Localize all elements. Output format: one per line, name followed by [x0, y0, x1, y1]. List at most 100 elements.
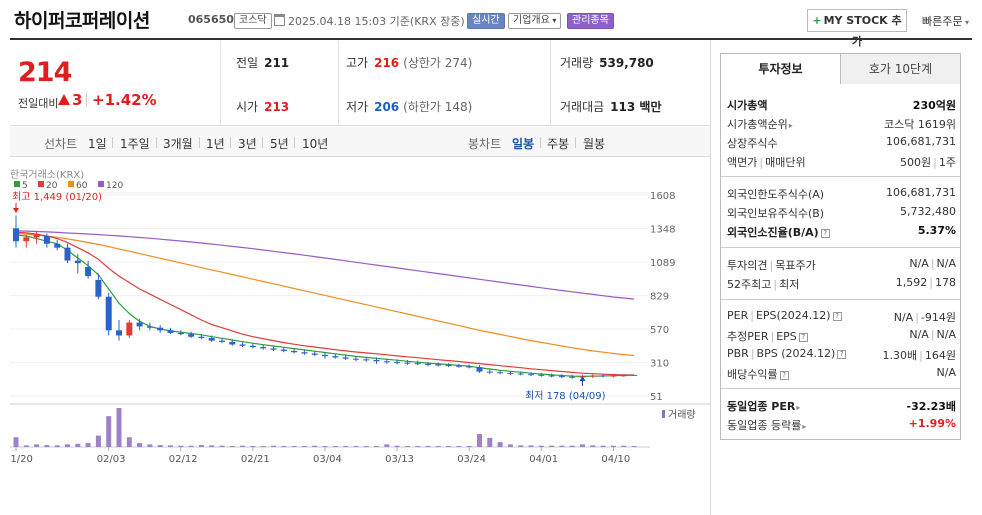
high-arrow-head [13, 208, 19, 213]
legend-swatch [98, 181, 104, 187]
info-value: +1.99% [908, 417, 956, 430]
info-row: 외국인소진율(B/A)? 5.37% [727, 223, 956, 239]
managed-stock-badge[interactable]: 관리종목 [567, 13, 614, 29]
candle [219, 340, 225, 342]
realtime-button[interactable]: 실시간 [467, 13, 505, 29]
volume-bar [178, 445, 184, 447]
price-chart[interactable]: 1608 1348 1089 829 570 310 51 한국거래소(KRX) 5 20 60 12… [10, 160, 710, 515]
low-arrow-head [579, 376, 586, 381]
y-tick-label: 829 [650, 292, 669, 303]
candle-weekly[interactable]: 주봉 [547, 137, 570, 151]
info-key: 외국인소진율(B/A)? [727, 224, 830, 240]
help-icon[interactable]: ? [798, 332, 808, 342]
tab-invest-info[interactable]: 투자정보 [720, 53, 841, 85]
chart-svg[interactable]: 1608 1348 1089 829 570 310 51 한국거래소(KRX)5 20 60 12… [10, 160, 710, 515]
info-row: 외국인보유주식수(B) 5,732,480 [727, 204, 956, 220]
legend-swatch [68, 181, 74, 187]
info-value: -32.23배 [906, 400, 956, 413]
candle [445, 365, 452, 367]
period-10y[interactable]: 10년 [302, 137, 329, 151]
divider [550, 41, 551, 126]
volume-bar [85, 443, 91, 447]
volume-bar [507, 444, 513, 447]
line-chart-label: 선차트 [44, 137, 78, 151]
volume-bar [487, 437, 493, 447]
period-1y[interactable]: 1년 [206, 137, 225, 151]
info-key[interactable]: 동일업종 PER▸ [727, 400, 801, 413]
volume-bar [281, 446, 287, 447]
help-icon[interactable]: ? [832, 311, 842, 321]
volume-bar [44, 445, 50, 447]
quick-order-dropdown[interactable]: 빠른주문 [922, 13, 969, 29]
candle [373, 359, 380, 362]
period-1w[interactable]: 1주일 [120, 137, 150, 151]
x-tick-label: 02/21 [241, 454, 270, 465]
candle [517, 373, 524, 375]
info-row: 투자의견 | 목표주가 N/A | N/A [727, 256, 956, 272]
volume: 거래량 539,780 [560, 56, 654, 70]
volume-bar [404, 446, 410, 447]
info-row: 시가총액순위▸ 코스닥 1619위 [727, 115, 956, 131]
low-annotation: 최저 178 (04/09) [525, 390, 606, 402]
period-1d[interactable]: 1일 [88, 137, 107, 151]
info-divider [721, 247, 960, 248]
y-tick-label: 1608 [650, 191, 675, 202]
info-key[interactable]: 동일업종 등락률▸ [727, 419, 807, 432]
candle-monthly[interactable]: 월봉 [583, 137, 606, 151]
info-value: 5,732,480 [900, 205, 956, 218]
mystock-add-button[interactable]: + MY STOCK 추가 [807, 9, 907, 48]
info-key: 추정PER | EPS? [727, 328, 808, 344]
help-icon[interactable]: ? [779, 370, 789, 380]
info-row: PER | EPS(2024.12)? N/A | -914원 [727, 308, 956, 324]
volume-bar [219, 445, 225, 447]
candle [497, 372, 504, 374]
candle [85, 267, 92, 277]
tab-orderbook[interactable]: 호가 10단계 [840, 53, 961, 85]
candle [239, 344, 246, 346]
info-value: 5.37% [917, 224, 956, 237]
period-3y[interactable]: 3년 [238, 137, 257, 151]
candle-daily[interactable]: 일봉 [512, 137, 535, 151]
candle [95, 279, 102, 297]
plus-icon: + [812, 14, 822, 27]
volume-bar [621, 445, 627, 447]
current-price: 214 [18, 57, 72, 88]
info-row: 외국인한도주식수(A) 106,681,731 [727, 185, 956, 201]
volume-bar [301, 446, 307, 447]
candle [270, 348, 277, 350]
candle [167, 330, 174, 333]
legend-swatch [38, 181, 44, 187]
info-row: 시가총액 230억원 [727, 96, 956, 112]
high-annotation: 최고 1,449 (01/20) [12, 191, 102, 203]
volume-bar [435, 446, 441, 447]
stock-name: 하이퍼코퍼레이션 [14, 10, 150, 32]
legend-label: 5 [22, 181, 28, 191]
help-icon[interactable]: ? [820, 228, 830, 238]
info-value: N/A [936, 366, 956, 379]
help-icon[interactable]: ? [837, 349, 847, 359]
header-divider [10, 38, 972, 40]
volume-bar [343, 446, 349, 447]
volume-bar [198, 445, 204, 447]
period-3m[interactable]: 3개월 [163, 137, 193, 151]
x-tick-label: 02/12 [169, 454, 198, 465]
candle [146, 326, 153, 328]
info-key: 외국인한도주식수(A) [727, 188, 825, 201]
candle [177, 332, 184, 335]
candle [280, 349, 287, 351]
info-value: 코스닥 1619위 [884, 118, 956, 131]
info-row: 동일업종 PER▸ -32.23배 [727, 397, 956, 413]
candle [569, 376, 576, 378]
period-5y[interactable]: 5년 [270, 137, 289, 151]
x-tick-label: 03/04 [313, 454, 342, 465]
candle [383, 361, 390, 363]
company-overview-dropdown[interactable]: 기업개요 [508, 13, 562, 29]
info-divider [721, 388, 960, 389]
volume-bar [363, 446, 369, 447]
candle [352, 358, 359, 360]
info-key[interactable]: 시가총액순위▸ [727, 118, 793, 131]
volume-bar [54, 445, 60, 447]
volume-bar [240, 445, 246, 447]
invest-info-panel: 시가총액 230억원 시가총액순위▸ 코스닥 1619위 상장주식수 106,681,73… [720, 84, 961, 440]
volume-bar [394, 445, 400, 447]
